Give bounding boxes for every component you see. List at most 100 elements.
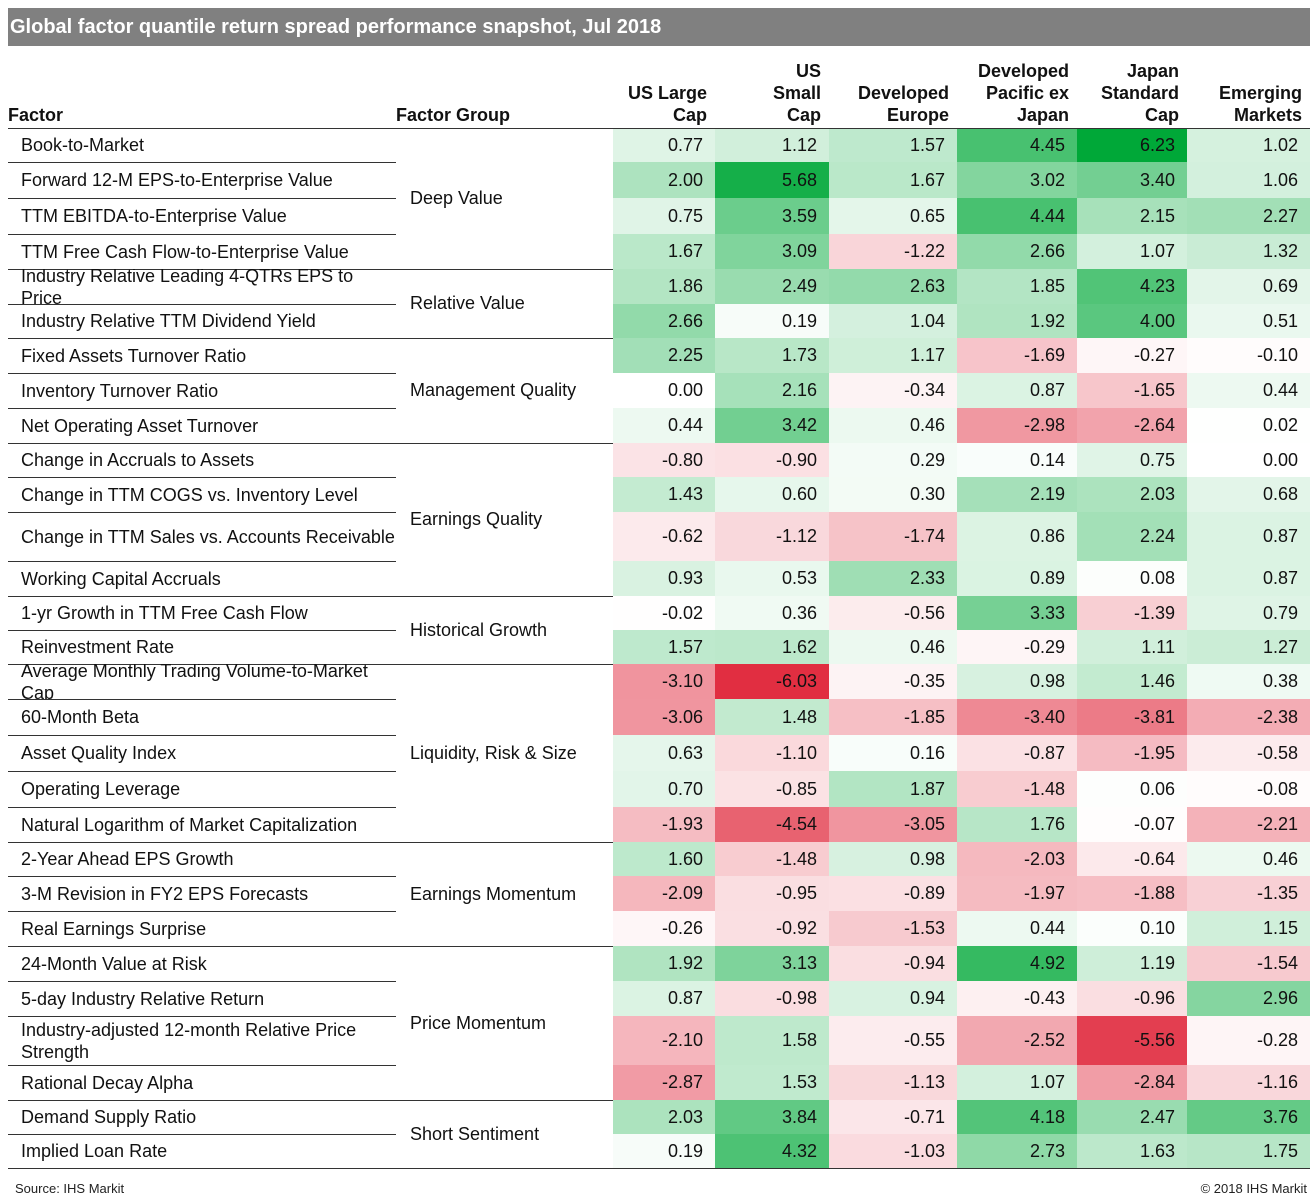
heatmap-cell: 2.25 (613, 338, 715, 373)
factor-label: Average Monthly Trading Volume-to-Market… (21, 664, 368, 699)
heatmap-cell: 0.16 (829, 735, 957, 771)
heatmap-cell: 4.45 (957, 128, 1077, 162)
heatmap-cell: 1.75 (1187, 1134, 1310, 1168)
heatmap-cell: 3.02 (957, 162, 1077, 198)
heatmap-cell: -1.03 (829, 1134, 957, 1168)
heatmap-cell: -2.03 (957, 842, 1077, 876)
heatmap-cell: 2.66 (613, 304, 715, 338)
column-header: Emerging Markets (1187, 82, 1302, 126)
heatmap-cell: 1.67 (829, 162, 957, 198)
heatmap-cell: 1.86 (613, 269, 715, 304)
heatmap-cell: 0.87 (613, 981, 715, 1016)
heatmap-cell: 0.14 (957, 443, 1077, 477)
heatmap-cell: 0.53 (715, 561, 829, 596)
heatmap-cell: -0.26 (613, 911, 715, 946)
heatmap-cell: 4.92 (957, 946, 1077, 981)
column-header-line: Japan (1016, 105, 1069, 125)
heatmap-cell: -0.89 (829, 876, 957, 911)
column-header-line: Markets (1233, 105, 1302, 125)
heatmap-cell: 2.19 (957, 477, 1077, 512)
heatmap-cell: -1.53 (829, 911, 957, 946)
heatmap-cell: -0.95 (715, 876, 829, 911)
heatmap-cell: 1.53 (715, 1065, 829, 1100)
heatmap-cell: 0.94 (829, 981, 957, 1016)
heatmap-cell: 1.67 (613, 234, 715, 269)
heatmap-cell: 2.00 (613, 162, 715, 198)
heatmap-cell: 0.44 (957, 911, 1077, 946)
heatmap-cell: 0.86 (957, 512, 1077, 561)
factor-label: Working Capital Accruals (21, 568, 221, 589)
factor-label: Change in TTM Sales vs. Accounts Receiva… (21, 526, 395, 547)
row-divider (8, 807, 396, 808)
row-divider (8, 630, 396, 631)
heatmap-cell: 0.98 (829, 842, 957, 876)
heatmap-cell: 1.07 (1077, 234, 1187, 269)
heatmap-cell: 3.13 (715, 946, 829, 981)
heatmap-cell: 2.27 (1187, 198, 1310, 234)
column-header-line: Emerging (1218, 83, 1302, 103)
row-divider (8, 198, 396, 199)
heatmap-cell: 0.38 (1187, 664, 1310, 699)
source-note: Source: IHS Markit (15, 1181, 125, 1196)
factor-label: Forward 12-M EPS-to-Enterprise Value (21, 170, 333, 190)
factor-label: Fixed Assets Turnover Ratio (21, 345, 247, 366)
factor-label: Change in Accruals to Assets (21, 450, 255, 470)
heatmap-cell: 1.06 (1187, 162, 1310, 198)
heatmap-cell: 2.66 (957, 234, 1077, 269)
heatmap-cell: -1.65 (1077, 373, 1187, 408)
heatmap-cell: -1.48 (715, 842, 829, 876)
heatmap-cell: -0.43 (957, 981, 1077, 1016)
heatmap-cell: 1.63 (1077, 1134, 1187, 1168)
column-header: Factor (8, 104, 63, 126)
heatmap-cell: -2.98 (957, 408, 1077, 443)
heatmap-cell: -2.10 (613, 1016, 715, 1065)
factor-label: Natural Logarithm of Market Capitalizati… (21, 814, 358, 835)
heatmap-cell: -0.62 (613, 512, 715, 561)
heatmap-cell: 3.42 (715, 408, 829, 443)
heatmap-cell: 4.44 (957, 198, 1077, 234)
heatmap-cell: 4.32 (715, 1134, 829, 1168)
heatmap-cell: 1.57 (829, 128, 957, 162)
heatmap-cell: 1.58 (715, 1016, 829, 1065)
heatmap-cell: -4.54 (715, 807, 829, 842)
column-header-line: Developed (977, 61, 1069, 81)
heatmap-cell: 1.85 (957, 269, 1077, 304)
row-divider (8, 408, 396, 409)
factor-group-label: Price Momentum (410, 1012, 547, 1033)
row-divider (8, 477, 396, 478)
factor-label: Net Operating Asset Turnover (21, 415, 259, 436)
heatmap-cell: 0.89 (957, 561, 1077, 596)
heatmap-cell: 0.19 (613, 1134, 715, 1168)
heatmap-cell: 4.18 (957, 1100, 1077, 1134)
heatmap-cell: -1.85 (829, 699, 957, 735)
heatmap-cell: 2.03 (613, 1100, 715, 1134)
heatmap-cell: -1.93 (613, 807, 715, 842)
row-divider (8, 512, 396, 513)
factor-label: 60-Month Beta (21, 707, 140, 727)
heatmap-cell: 2.33 (829, 561, 957, 596)
heatmap-cell: -1.97 (957, 876, 1077, 911)
heatmap-cell: 0.44 (1187, 373, 1310, 408)
heatmap-cell: -0.27 (1077, 338, 1187, 373)
heatmap-cell: 3.40 (1077, 162, 1187, 198)
heatmap-cell: 1.92 (613, 946, 715, 981)
heatmap-cell: -2.21 (1187, 807, 1310, 842)
heatmap-cell: -1.69 (957, 338, 1077, 373)
header-divider (8, 128, 1310, 129)
heatmap-cell: 1.92 (957, 304, 1077, 338)
heatmap-cell: -2.64 (1077, 408, 1187, 443)
heatmap-table: Book-to-Market 0.77 1.12 1.57 4.45 6.23 1.02 Fo… (8, 0, 1310, 1202)
row-divider (8, 981, 396, 982)
heatmap-cell: 1.60 (613, 842, 715, 876)
heatmap-cell: -0.08 (1187, 771, 1310, 807)
heatmap-cell: -0.10 (1187, 338, 1310, 373)
heatmap-cell: -2.38 (1187, 699, 1310, 735)
heatmap-cell: -3.06 (613, 699, 715, 735)
heatmap-cell: 1.87 (829, 771, 957, 807)
heatmap-cell: 1.04 (829, 304, 957, 338)
heatmap-cell: 0.08 (1077, 561, 1187, 596)
heatmap-cell: 0.63 (613, 735, 715, 771)
factor-group-label: Short Sentiment (410, 1123, 540, 1144)
row-divider (8, 162, 396, 163)
heatmap-cell: 1.43 (613, 477, 715, 512)
